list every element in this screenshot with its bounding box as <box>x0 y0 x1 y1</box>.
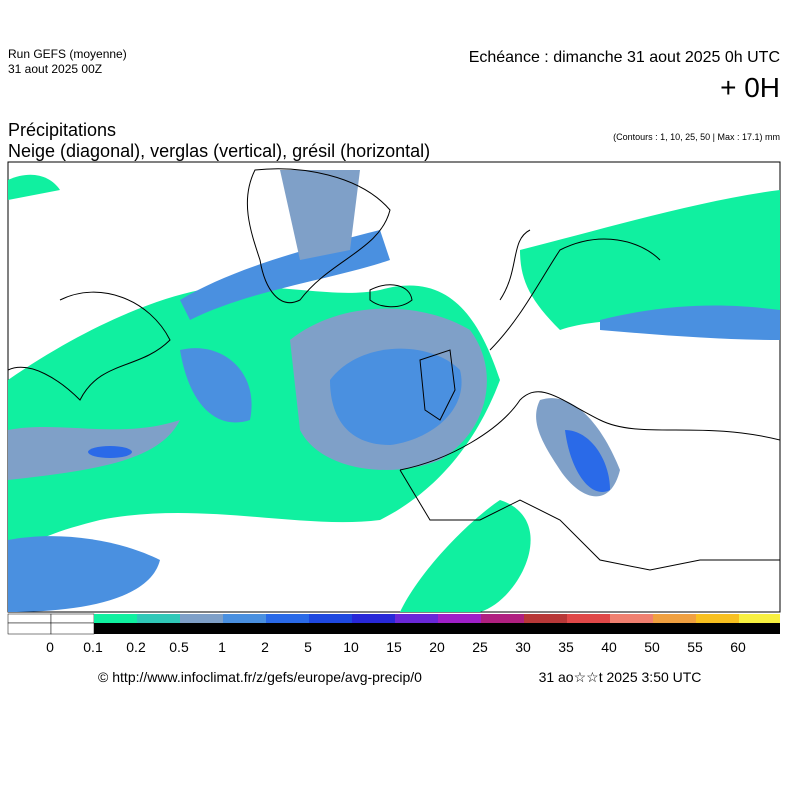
color-swatch-base <box>610 623 653 634</box>
legend-label: 30 <box>515 639 531 655</box>
coastlines <box>8 168 780 571</box>
color-swatch <box>180 614 223 623</box>
legend-label: 5 <box>304 639 312 655</box>
color-swatch-base <box>94 623 137 634</box>
lead-time: + 0H <box>720 72 780 103</box>
color-swatch <box>223 614 266 623</box>
color-swatch-base <box>266 623 309 634</box>
legend-label: 15 <box>386 639 402 655</box>
color-swatch-base <box>524 623 567 634</box>
color-swatch-base <box>739 623 780 634</box>
color-swatch-base <box>223 623 266 634</box>
color-swatch <box>137 614 180 623</box>
map-subtitle: Neige (diagonal), verglas (vertical), gr… <box>8 141 430 161</box>
generated-time: 31 ao☆☆t 2025 3:50 UTC <box>539 669 702 685</box>
color-swatch <box>567 614 610 623</box>
legend-label: 0.1 <box>83 639 103 655</box>
legend-label: 50 <box>644 639 660 655</box>
color-swatch-base <box>696 623 739 634</box>
map <box>7 161 781 613</box>
color-swatch <box>481 614 524 623</box>
legend-label: 25 <box>472 639 488 655</box>
legend-label: 55 <box>687 639 703 655</box>
run-label: Run GEFS (moyenne) <box>8 47 127 61</box>
color-swatch <box>7 613 52 624</box>
color-swatch <box>438 614 481 623</box>
color-swatch-base <box>180 623 223 634</box>
legend-label: 10 <box>343 639 359 655</box>
color-swatch-base <box>352 623 395 634</box>
legend-label: 35 <box>558 639 574 655</box>
color-swatch-base <box>137 623 180 634</box>
color-swatch <box>50 613 95 624</box>
color-swatch <box>352 614 395 623</box>
color-swatch-base <box>481 623 524 634</box>
legend-label: 60 <box>730 639 746 655</box>
color-swatch <box>739 614 780 623</box>
legend-label: 1 <box>218 639 226 655</box>
color-swatch-base <box>7 622 52 635</box>
color-swatch-base <box>653 623 696 634</box>
color-swatch <box>696 614 739 623</box>
run-date: 31 aout 2025 00Z <box>8 62 102 76</box>
legend-label: 2 <box>261 639 269 655</box>
color-swatch <box>610 614 653 623</box>
color-swatch <box>309 614 352 623</box>
color-swatch <box>94 614 137 623</box>
map-title: Précipitations <box>8 120 116 140</box>
color-swatch-base <box>50 622 95 635</box>
color-swatch <box>395 614 438 623</box>
colorbar: 0 0.1 0.2 0.5 1 2 5 10 15 20 25 30 35 40 50 55 60 <box>7 613 780 655</box>
legend-label: 40 <box>601 639 617 655</box>
color-swatch-base <box>567 623 610 634</box>
legend-label: 0.2 <box>126 639 146 655</box>
color-swatch-base <box>395 623 438 634</box>
color-swatch <box>266 614 309 623</box>
legend-label: 20 <box>429 639 445 655</box>
color-swatch-base <box>438 623 481 634</box>
legend-label: 0 <box>46 639 54 655</box>
valid-time: Echéance : dimanche 31 aout 2025 0h UTC <box>469 49 780 66</box>
color-swatch <box>524 614 567 623</box>
source-url: © http://www.infoclimat.fr/z/gefs/europe… <box>98 669 422 685</box>
precip-field <box>8 170 780 612</box>
color-swatch <box>653 614 696 623</box>
contours-note: (Contours : 1, 10, 25, 50 | Max : 17.1) … <box>613 132 780 142</box>
color-swatch-base <box>309 623 352 634</box>
legend-label: 0.5 <box>169 639 189 655</box>
